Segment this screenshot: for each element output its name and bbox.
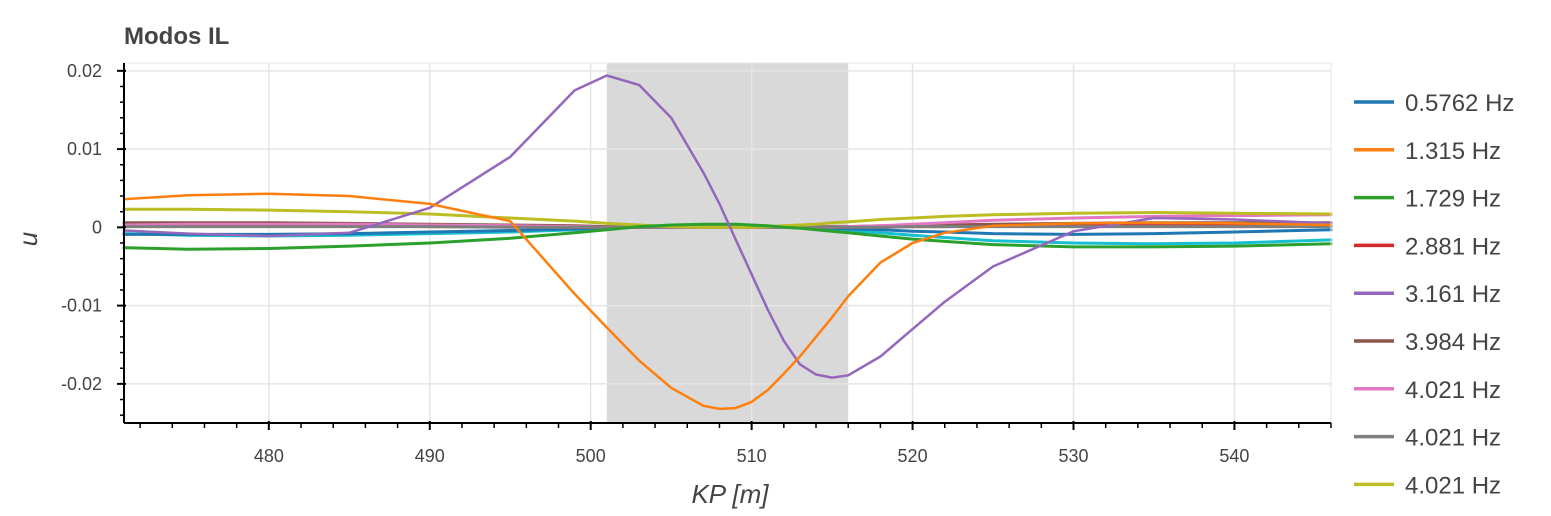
series-line-4 — [122, 74, 1333, 379]
x-tick-label: 480 — [254, 446, 284, 466]
x-tick-label: 530 — [1058, 446, 1088, 466]
x-tick-labels: 480 490 500 510 520 530 540 — [254, 446, 1250, 466]
x-tick-label: 500 — [576, 446, 606, 466]
y-tick-label: 0.01 — [67, 139, 102, 159]
chart-title: Modos IL — [124, 23, 229, 50]
y-tick-label: 0.02 — [67, 61, 102, 81]
series-line-8 — [122, 207, 1333, 229]
legend-label-6: 4.021 Hz — [1405, 377, 1501, 404]
legend-label-7: 4.021 Hz — [1405, 425, 1501, 452]
y-tick-label: -0.02 — [61, 374, 102, 394]
x-tick-label: 510 — [737, 446, 767, 466]
x-tick-label: 540 — [1219, 446, 1249, 466]
axes — [117, 63, 1332, 430]
y-axis-label: u — [13, 232, 43, 246]
legend-label-1: 1.315 Hz — [1405, 138, 1501, 165]
series-lines — [122, 74, 1333, 411]
shaded-region — [606, 63, 849, 423]
series-line-1 — [122, 192, 1333, 411]
series-line-2 — [122, 222, 1333, 251]
y-tick-label: -0.01 — [61, 296, 102, 316]
x-axis-label: KP [m] — [691, 479, 769, 509]
legend-label-4: 3.161 Hz — [1405, 281, 1501, 308]
legend-label-0: 0.5762 Hz — [1405, 90, 1514, 117]
legend-label-2: 1.729 Hz — [1405, 186, 1501, 213]
y-tick-labels: 0.02 0.01 0 -0.01 -0.02 — [61, 61, 102, 394]
x-tick-label: 490 — [415, 446, 445, 466]
legend: 0.5762 Hz 1.315 Hz 1.729 Hz 2.881 Hz 3.161 H… — [1354, 90, 1514, 499]
y-tick-label: 0 — [92, 217, 102, 237]
legend-label-5: 3.984 Hz — [1405, 329, 1501, 356]
legend-label-3: 2.881 Hz — [1405, 233, 1501, 260]
legend-label-8: 4.021 Hz — [1405, 472, 1501, 499]
x-tick-label: 520 — [898, 446, 928, 466]
